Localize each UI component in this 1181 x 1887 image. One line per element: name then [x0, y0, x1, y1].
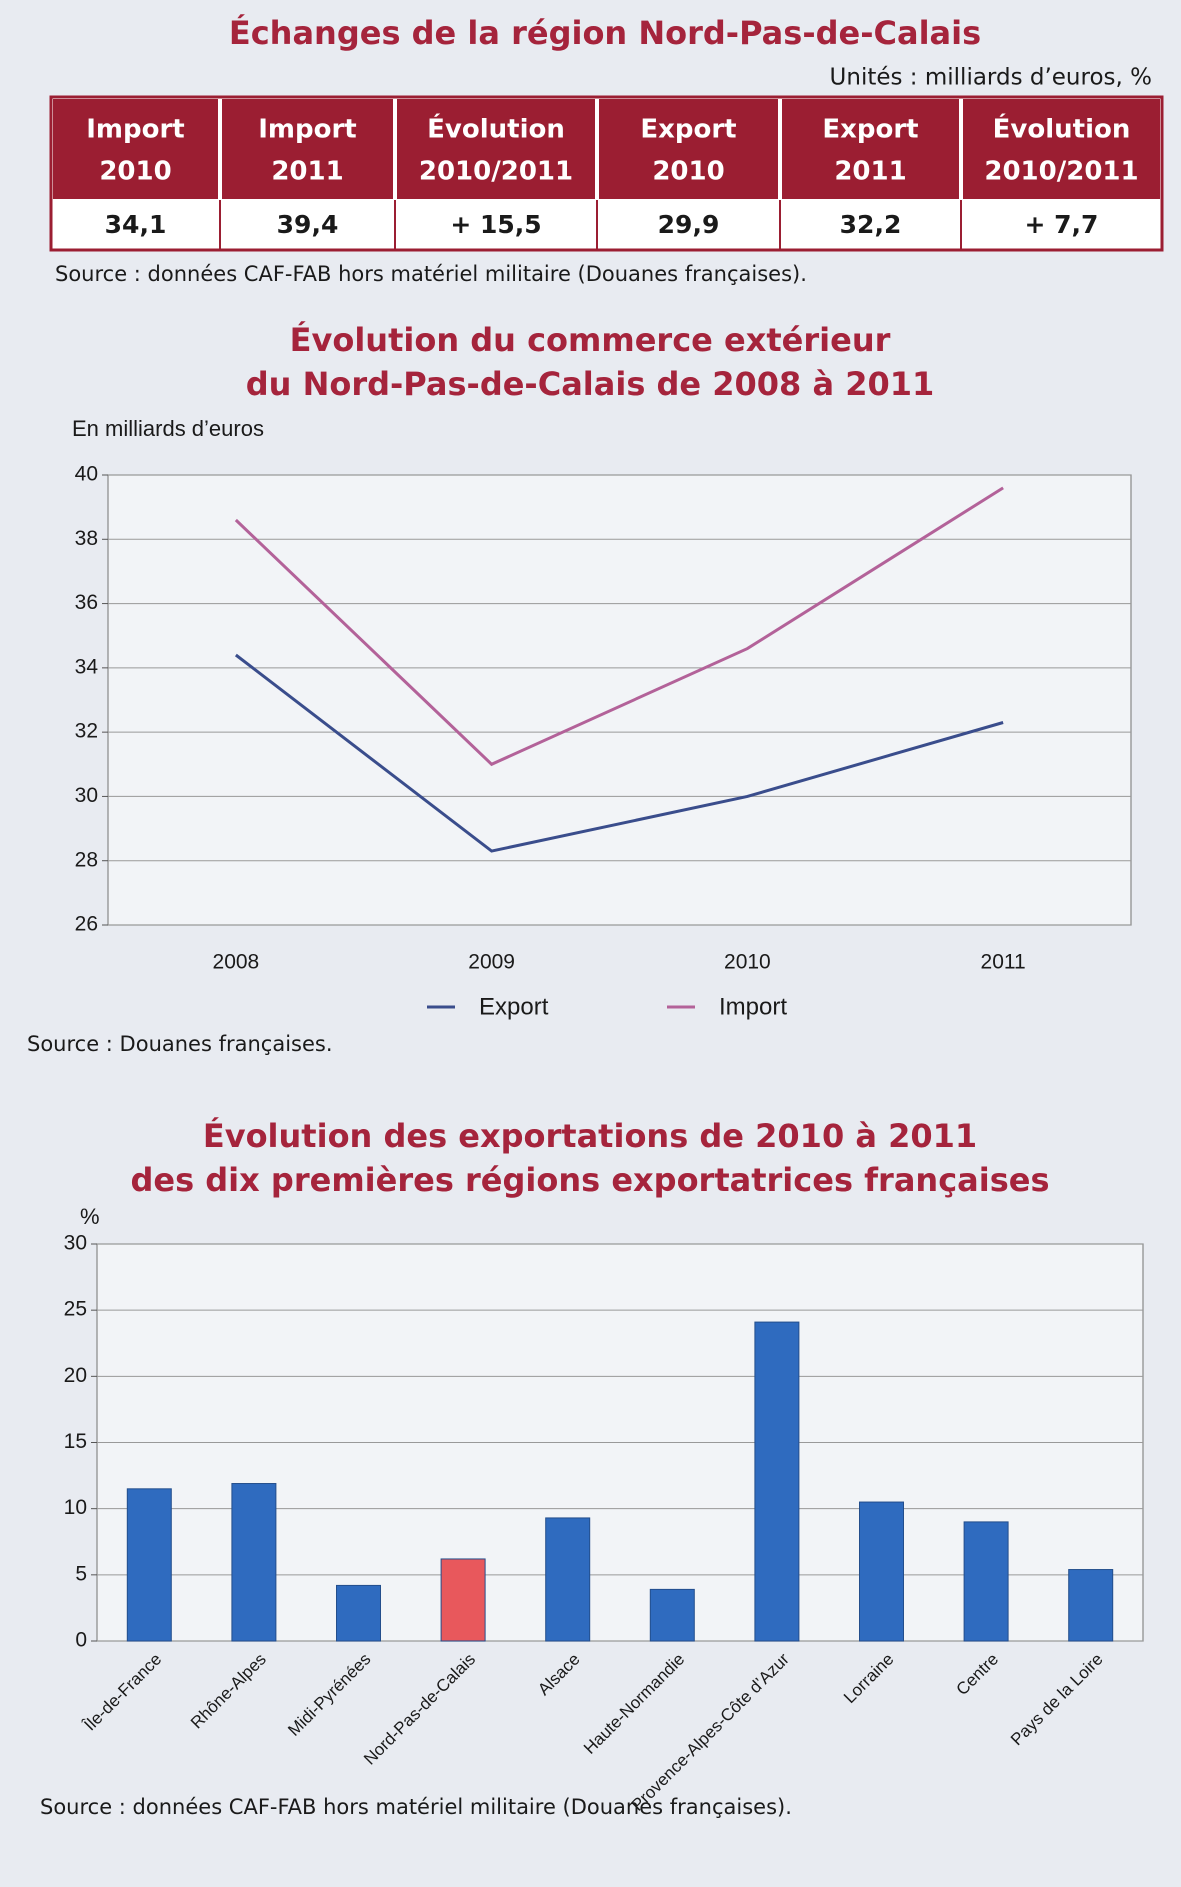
- chart-title: du Nord-Pas-de-Calais de 2008 à 2011: [246, 365, 935, 403]
- table-units: Unités : milliards d’euros, %: [830, 65, 1152, 91]
- header-cell: [53, 99, 218, 199]
- cell-text: + 7,7: [1025, 210, 1099, 239]
- header-cell: [599, 99, 778, 199]
- cell-text: 39,4: [277, 210, 339, 239]
- chart-title: Évolution du commerce extérieur: [290, 321, 891, 359]
- cell-text: 29,9: [658, 210, 720, 239]
- y-tick-label: 5: [75, 1562, 87, 1585]
- cell-text: 32,2: [840, 210, 902, 239]
- y-tick-label: 40: [75, 463, 98, 486]
- bar: [859, 1501, 904, 1642]
- header-cell: [963, 99, 1160, 199]
- header-cell: [782, 99, 959, 199]
- header-text: 2010/2011: [984, 157, 1138, 187]
- table-source: Source : données CAF-FAB hors matériel m…: [55, 262, 807, 286]
- x-tick-label: 2009: [468, 951, 515, 974]
- bar: [545, 1517, 591, 1642]
- x-tick-label: 2011: [981, 951, 1026, 974]
- bar: [440, 1558, 486, 1642]
- y-tick-label: 15: [64, 1430, 87, 1453]
- header-text: Import: [258, 115, 357, 145]
- line-series: [234, 486, 1004, 767]
- chart-title: Évolution des exportations de 2010 à 201…: [203, 1117, 977, 1155]
- chart-source: Source : données CAF-FAB hors matériel m…: [40, 1795, 792, 1819]
- y-axis-label: En milliards d’euros: [72, 416, 264, 441]
- y-tick-label: 20: [64, 1364, 87, 1387]
- y-axis-label: %: [80, 1204, 100, 1229]
- header-text: 2010/2011: [419, 157, 573, 187]
- x-tick-label: 2008: [213, 951, 260, 974]
- bar: [963, 1521, 1009, 1642]
- table-title: Échanges de la région Nord-Pas-de-Calais: [229, 14, 981, 52]
- header-text: Évolution: [427, 113, 565, 145]
- bar: [336, 1584, 381, 1642]
- y-tick-label: 25: [64, 1298, 87, 1321]
- line-series: [234, 653, 1004, 853]
- legend-label: Export: [479, 993, 549, 1020]
- y-tick-label: 30: [64, 1232, 87, 1255]
- chart-source: Source : Douanes françaises.: [27, 1032, 333, 1056]
- header-text: 2011: [271, 157, 343, 187]
- header-text: Export: [822, 115, 918, 145]
- y-tick-label: 28: [75, 848, 98, 871]
- y-tick-label: 34: [75, 655, 99, 678]
- header-text: Export: [640, 115, 736, 145]
- bar: [231, 1483, 277, 1642]
- cell-text: 34,1: [105, 210, 167, 239]
- chart-title: des dix premières régions exportatrices …: [130, 1161, 1049, 1199]
- header-text: Évolution: [993, 113, 1131, 145]
- legend-label: Import: [719, 993, 787, 1020]
- y-tick-label: 0: [75, 1629, 87, 1652]
- x-tick-label: 2010: [724, 951, 771, 974]
- y-tick-label: 36: [75, 591, 98, 614]
- bar: [754, 1321, 800, 1642]
- y-tick-label: 30: [75, 784, 98, 807]
- y-tick-label: 26: [75, 913, 98, 936]
- bar: [126, 1488, 172, 1642]
- header-text: 2010: [652, 157, 724, 187]
- bar: [1068, 1569, 1114, 1642]
- plot-area: [107, 474, 1132, 926]
- header-text: 2010: [99, 157, 171, 187]
- header-cell: [222, 99, 393, 199]
- bar: [649, 1588, 695, 1642]
- y-tick-label: 10: [64, 1496, 87, 1519]
- header-cell: [397, 99, 595, 199]
- y-tick-label: 32: [75, 720, 98, 743]
- y-tick-label: 38: [75, 527, 98, 550]
- header-text: Import: [86, 115, 185, 145]
- cell-text: + 15,5: [450, 210, 541, 239]
- header-text: 2011: [834, 157, 906, 187]
